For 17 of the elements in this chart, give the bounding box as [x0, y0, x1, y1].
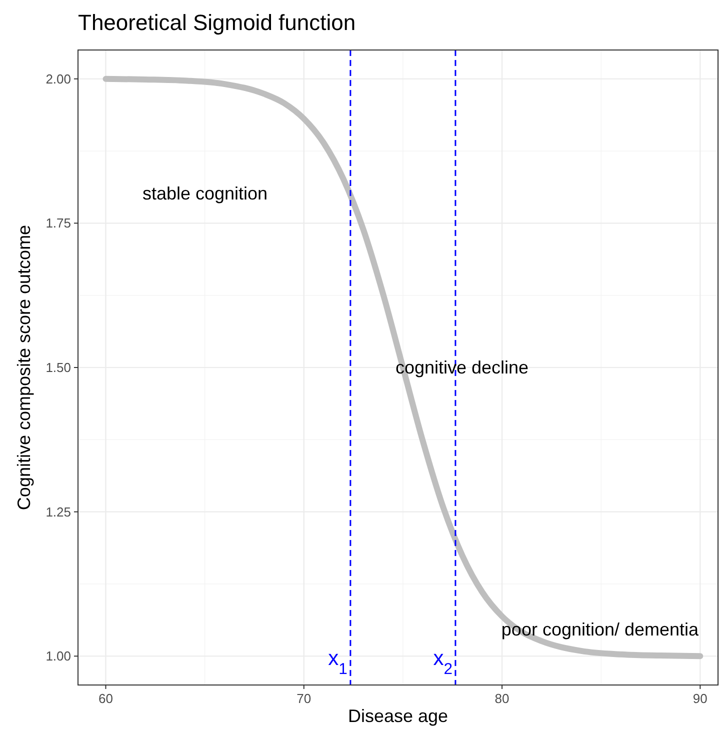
y-tick-label: 1.00: [46, 648, 71, 664]
x-tick-label: 70: [296, 691, 312, 706]
y-tick-label: 1.50: [46, 360, 71, 376]
x-tick-label: 60: [98, 691, 113, 706]
annotation: stable cognition: [142, 183, 268, 204]
y-axis-title: Cognitive composite score outcome: [14, 224, 34, 510]
x-tick-label: 90: [692, 691, 708, 706]
chart-title: Theoretical Sigmoid function: [78, 10, 356, 35]
y-tick-label: 1.25: [46, 504, 71, 520]
x-tick-label: 80: [494, 691, 510, 706]
annotation: poor cognition/ dementia: [501, 619, 700, 640]
annotation: cognitive decline: [395, 357, 529, 378]
x-axis-title: Disease age: [348, 706, 448, 726]
ref-line-label: x$_{1}$: [328, 647, 348, 678]
y-tick-label: 2.00: [46, 71, 71, 86]
y-tick-label: 1.75: [46, 216, 71, 231]
ref-line-label: x$_{2}$: [433, 647, 452, 678]
